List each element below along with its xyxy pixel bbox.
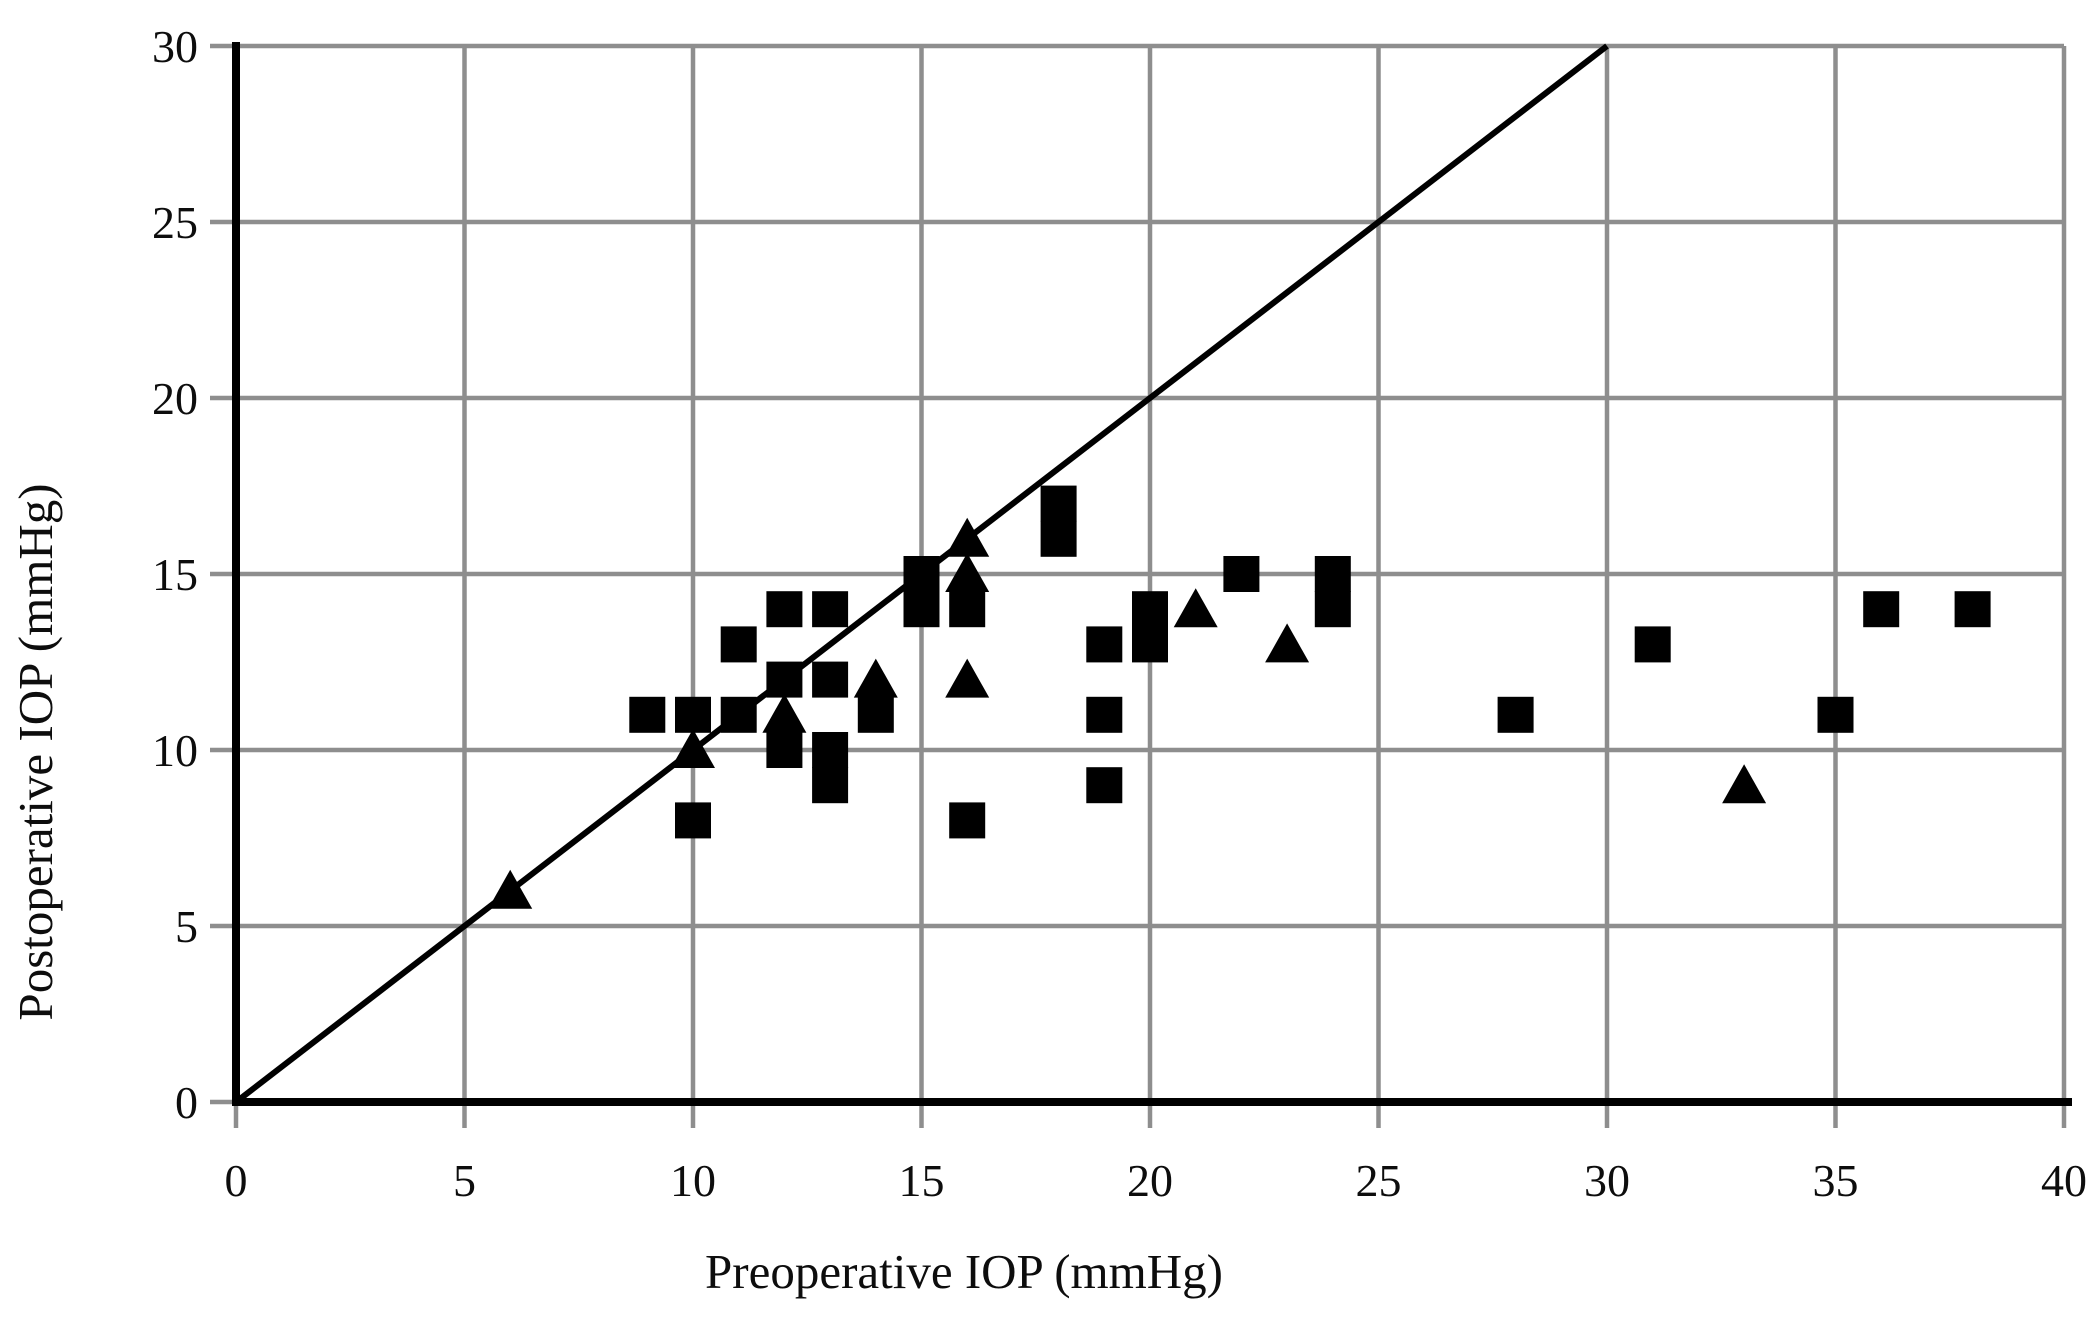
data-point-square (1954, 591, 1991, 628)
x-tick-label-15: 15 (899, 1155, 945, 1206)
data-point-square (675, 802, 711, 839)
data-point-square (675, 696, 711, 733)
data-point-triangle (853, 658, 898, 698)
data-point-square (720, 696, 757, 733)
data-point-square (903, 591, 940, 628)
data-point-square (629, 696, 666, 733)
data-point-square (812, 591, 849, 628)
y-tick-label-5: 5 (175, 901, 198, 952)
data-point-square (1863, 591, 1900, 628)
x-tick-label-0: 0 (225, 1155, 248, 1206)
data-point-triangle (762, 693, 807, 733)
data-point-triangle (671, 729, 715, 768)
data-point-square (1132, 591, 1168, 628)
data-point-square (1086, 767, 1123, 804)
data-point-square (1086, 626, 1123, 663)
data-point-triangle (1722, 764, 1767, 804)
data-point-square (1314, 556, 1351, 592)
data-point-square (1223, 556, 1260, 592)
data-point-square (1040, 485, 1077, 522)
data-point-square (1040, 520, 1077, 557)
y-tick-label-20: 20 (152, 373, 198, 424)
data-point-triangle (488, 869, 533, 909)
x-tick-label-5: 5 (453, 1155, 476, 1206)
x-axis-title: Preoperative IOP (mmHg) (705, 1244, 1223, 1299)
x-tick-label-10: 10 (670, 1155, 716, 1206)
y-tick-label-10: 10 (152, 725, 198, 776)
data-point-square (903, 556, 940, 592)
y-tick-label-30: 30 (152, 21, 198, 72)
data-point-square (766, 661, 803, 698)
y-tick-label-0: 0 (175, 1077, 198, 1128)
y-tick-label-25: 25 (152, 197, 198, 248)
x-tick-label-25: 25 (1356, 1155, 1402, 1206)
data-point-square (1314, 591, 1351, 628)
data-point-square (766, 591, 803, 628)
y-axis-title: Postoperative IOP (mmHg) (8, 483, 63, 1020)
x-tick-label-35: 35 (1813, 1155, 1859, 1206)
data-point-square (1634, 626, 1671, 663)
data-point-square (857, 696, 894, 733)
data-point-square (766, 732, 803, 768)
data-point-square (949, 591, 986, 628)
x-tick-label-30: 30 (1584, 1155, 1630, 1206)
data-point-square (1497, 696, 1534, 733)
data-point-triangle (1173, 588, 1218, 628)
data-point-triangle (945, 553, 990, 592)
data-point-square (1132, 626, 1168, 663)
x-tick-label-40: 40 (2041, 1155, 2087, 1206)
data-point-square (812, 661, 849, 698)
data-point-square (720, 626, 757, 663)
data-point-triangle (945, 517, 990, 557)
data-point-square (949, 802, 986, 839)
grid-layer (236, 43, 2067, 1102)
data-point-square (812, 732, 849, 768)
data-point-square (812, 767, 849, 804)
data-point-square (1086, 696, 1123, 733)
x-tick-label-20: 20 (1127, 1155, 1173, 1206)
marker-layer (488, 485, 1991, 909)
tick-label-layer: 0 5 10 15 20 25 30 35 40 0 5 10 15 20 25 30 (152, 21, 2087, 1206)
data-point-square (1817, 696, 1854, 733)
y-tick-label-15: 15 (152, 549, 198, 600)
data-point-triangle (1265, 623, 1310, 663)
data-point-triangle (945, 658, 990, 698)
tick-layer (210, 43, 2067, 1128)
